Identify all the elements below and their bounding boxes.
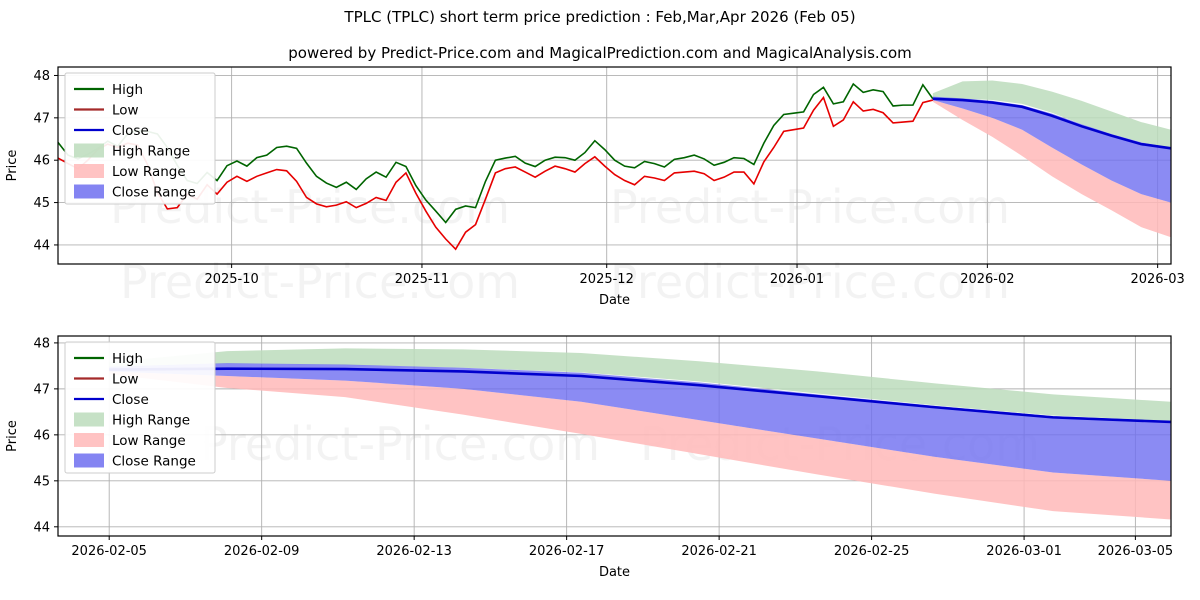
watermark: Predict-Price.com	[610, 180, 1010, 234]
legend-label-close: Close	[112, 123, 149, 139]
watermark: Predict-Price.com	[120, 255, 520, 308]
x-tick-label: 2026-02-13	[376, 544, 452, 559]
y-tick-label: 48	[33, 336, 50, 351]
y-tick-label: 47	[33, 382, 50, 397]
legend-label-high-range: High Range	[112, 144, 190, 160]
legend-label-close-range: Close Range	[112, 185, 196, 201]
y-tick-label: 47	[33, 111, 50, 126]
x-tick-label: 2026-02	[960, 272, 1014, 287]
legend-label-close-range: Close Range	[112, 454, 196, 470]
overview-chart: Predict-Price.comPredict-Price.comPredic…	[5, 66, 1185, 308]
close-series-line	[932, 97, 1172, 150]
close-series-line	[109, 367, 1172, 424]
close-range-band	[932, 96, 1171, 203]
legend-swatch-low-range	[74, 164, 104, 178]
y-tick-label: 45	[33, 196, 50, 211]
x-tick-label: 2025-10	[204, 272, 258, 287]
y-tick-label: 46	[33, 154, 50, 169]
low-range-band	[932, 100, 1171, 238]
legend-swatch-close-range	[74, 184, 104, 199]
y-tick-label: 44	[33, 520, 50, 535]
x-tick-label: 2025-11	[395, 272, 449, 287]
x-tick-label: 2026-03-05	[1098, 544, 1174, 559]
legend-label-high: High	[112, 351, 143, 367]
legend-label-low: Low	[112, 372, 139, 388]
x-tick-label: 2026-03	[1130, 272, 1184, 287]
legend-swatch-low-range	[74, 433, 104, 447]
legend-label-low-range: Low Range	[112, 433, 186, 449]
legend-label-high-range: High Range	[112, 413, 190, 429]
x-tick-label: 2026-03-01	[986, 544, 1062, 559]
y-tick-label: 46	[33, 428, 50, 443]
x-tick-label: 2026-02-09	[224, 544, 300, 559]
legend-label-low-range: Low Range	[112, 164, 186, 180]
page-title: TPLC (TPLC) short term price prediction …	[344, 8, 856, 26]
close-range-band	[109, 363, 1171, 481]
x-tick-label: 2026-02-17	[529, 544, 605, 559]
x-tick-label: 2025-12	[580, 272, 634, 287]
x-tick-label: 2026-02-05	[71, 544, 147, 559]
high-range-band	[932, 80, 1171, 148]
legend-swatch-high-range	[74, 143, 104, 158]
y-axis-label: Price	[5, 150, 20, 182]
plot-frame	[57, 66, 1172, 265]
legend-label-high: High	[112, 82, 143, 98]
x-tick-label: 2026-01	[770, 272, 824, 287]
x-axis-label: Date	[599, 565, 630, 580]
x-tick-label: 2026-02-25	[834, 544, 910, 559]
y-tick-label: 48	[33, 69, 50, 84]
y-tick-label: 45	[33, 474, 50, 489]
legend-label-close: Close	[112, 392, 149, 408]
plot-frame	[57, 335, 1172, 537]
x-axis-label: Date	[599, 293, 630, 308]
forecast-detail-chart: Predict-Price.comPredict-Price.com444546…	[5, 335, 1174, 580]
low-range-band	[109, 371, 1171, 520]
y-tick-label: 44	[33, 238, 50, 253]
legend-label-low: Low	[112, 103, 139, 119]
legend-swatch-close-range	[74, 453, 104, 468]
x-tick-label: 2026-02-21	[681, 544, 757, 559]
y-axis-label: Price	[5, 420, 20, 452]
page-subtitle: powered by Predict-Price.com and Magical…	[288, 44, 912, 62]
legend-swatch-high-range	[74, 412, 104, 427]
